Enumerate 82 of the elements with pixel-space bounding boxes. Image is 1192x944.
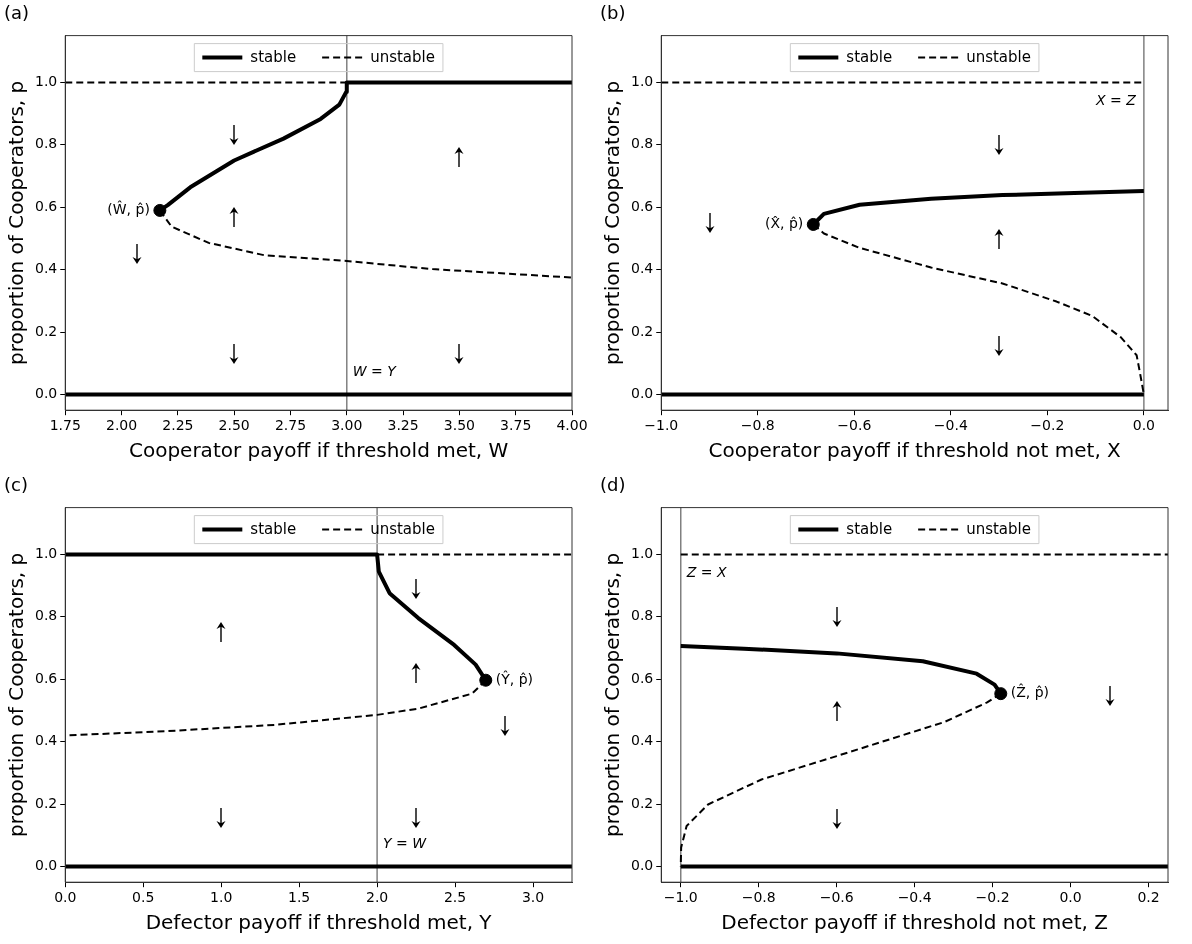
x-tick-label: −0.6 xyxy=(837,417,872,434)
y-tick-label: 0.0 xyxy=(35,857,58,874)
y-tick-label: 0.2 xyxy=(631,322,654,339)
x-axis-title: Defector payoff if threshold not met, Z xyxy=(721,910,1108,935)
x-tick-label: 3.00 xyxy=(331,417,363,434)
y-axis-title: proportion of Cooperators, p xyxy=(600,80,625,366)
x-axis-title: Cooperator payoff if threshold not met, X xyxy=(708,438,1122,463)
y-tick-label: 1.0 xyxy=(35,545,58,562)
y-tick-label: 1.0 xyxy=(631,73,654,90)
chart-title: (b) xyxy=(600,2,626,24)
x-tick-label: 1.0 xyxy=(210,889,233,906)
y-tick-label: 0.4 xyxy=(35,260,58,277)
x-tick-label: 2.5 xyxy=(443,889,467,906)
y-tick-label: 0.6 xyxy=(35,669,58,686)
ref-line-label: X = Z xyxy=(1095,91,1137,108)
y-tick-label: 0.2 xyxy=(631,794,654,811)
x-tick-label: −0.8 xyxy=(740,417,775,434)
annotation: (Ẑ, p̂) xyxy=(1010,683,1050,701)
y-tick-label: 0.0 xyxy=(35,385,58,402)
legend-label: unstable xyxy=(370,520,435,539)
x-tick-label: −1.0 xyxy=(644,417,679,434)
y-tick-label: 0.4 xyxy=(631,732,654,749)
y-tick-label: 0.8 xyxy=(631,607,654,624)
y-tick-label: 1.0 xyxy=(35,73,58,90)
y-axis-title: proportion of Cooperators, p xyxy=(4,552,29,838)
y-tick-label: 0.6 xyxy=(631,669,654,686)
y-axis-title: proportion of Cooperators, p xyxy=(600,552,625,838)
y-tick-label: 0.4 xyxy=(35,732,58,749)
x-tick-label: 1.5 xyxy=(288,889,311,906)
y-tick-label: 0.8 xyxy=(35,135,58,152)
legend-label: unstable xyxy=(966,520,1031,539)
x-tick-label: 4.00 xyxy=(556,417,588,434)
chart-title: (a) xyxy=(4,2,30,24)
x-tick-label: −1.0 xyxy=(663,889,698,906)
x-axis-title: Cooperator payoff if threshold met, W xyxy=(128,438,509,463)
x-tick-label: −0.2 xyxy=(1030,417,1065,434)
x-tick-label: 0.5 xyxy=(132,889,155,906)
x-tick-label: 2.25 xyxy=(162,417,194,434)
legend-label: stable xyxy=(250,48,297,67)
x-tick-label: 3.50 xyxy=(443,417,475,434)
x-tick-label: 0.0 xyxy=(1132,417,1155,434)
y-tick-label: 0.6 xyxy=(631,197,654,214)
y-axis-title: proportion of Cooperators, p xyxy=(4,80,29,366)
x-tick-label: 0.2 xyxy=(1137,889,1160,906)
y-tick-label: 0.0 xyxy=(631,385,654,402)
y-tick-label: 0.4 xyxy=(631,260,654,277)
legend-label: unstable xyxy=(370,48,435,67)
x-tick-label: 1.75 xyxy=(49,417,81,434)
y-tick-label: 0.2 xyxy=(35,322,58,339)
y-tick-label: 1.0 xyxy=(631,545,654,562)
legend-label: stable xyxy=(250,520,297,539)
legend-label: unstable xyxy=(966,48,1031,67)
chart-title: (c) xyxy=(4,474,28,496)
x-tick-label: 2.00 xyxy=(105,417,138,434)
ref-line-label: Z = X xyxy=(685,563,727,580)
y-tick-label: 0.0 xyxy=(631,857,654,874)
x-tick-label: 2.50 xyxy=(218,417,250,434)
x-tick-label: −0.8 xyxy=(741,889,776,906)
y-tick-label: 0.6 xyxy=(35,197,58,214)
ref-line-label: W = Y xyxy=(352,363,398,380)
legend-label: stable xyxy=(846,520,893,539)
y-tick-label: 0.8 xyxy=(35,607,58,624)
x-tick-label: 3.25 xyxy=(387,417,419,434)
legend-label: stable xyxy=(846,48,893,67)
x-axis-title: Defector payoff if threshold met, Y xyxy=(145,910,493,935)
x-tick-label: 3.75 xyxy=(500,417,532,434)
annotation: (X̂, p̂) xyxy=(764,215,804,232)
annotation: (Ŵ, p̂) xyxy=(107,200,150,218)
x-tick-label: 3.0 xyxy=(521,889,545,906)
x-tick-label: 2.75 xyxy=(274,417,307,434)
ref-line-label: Y = W xyxy=(383,835,428,852)
x-tick-label: −0.4 xyxy=(897,889,932,906)
x-tick-label: 2.0 xyxy=(365,889,389,906)
x-tick-label: 0.0 xyxy=(1059,889,1082,906)
chart-title: (d) xyxy=(600,474,626,496)
y-tick-label: 0.8 xyxy=(631,135,654,152)
x-tick-label: −0.2 xyxy=(975,889,1010,906)
y-tick-label: 0.2 xyxy=(35,794,58,811)
x-tick-label: 0.0 xyxy=(54,889,77,906)
x-tick-label: −0.6 xyxy=(819,889,854,906)
x-tick-label: −0.4 xyxy=(933,417,968,434)
annotation: (Ŷ, p̂) xyxy=(495,669,534,687)
